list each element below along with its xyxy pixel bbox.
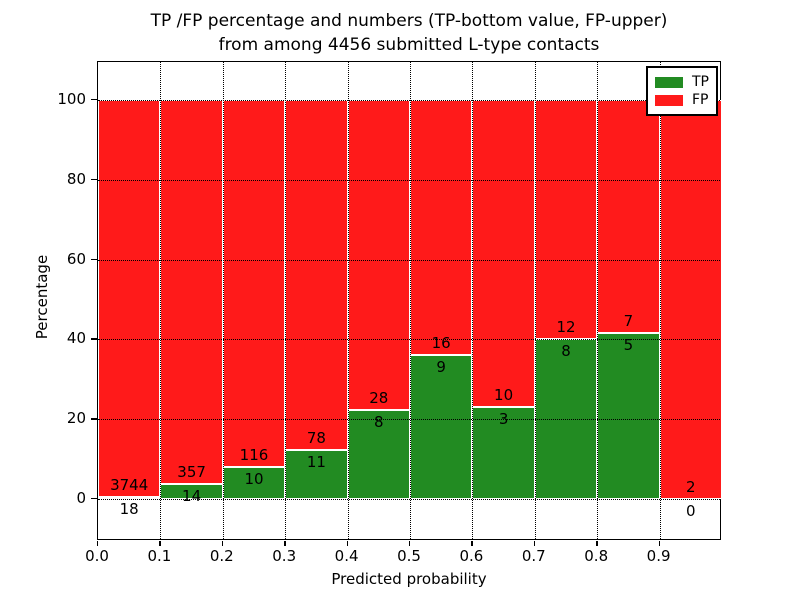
tp-count-label: 10 [244, 470, 264, 489]
x-gridline [472, 62, 474, 539]
tp-count-label: 11 [306, 452, 326, 471]
y-gridline [98, 179, 720, 181]
legend-label-fp: FP [692, 92, 709, 108]
legend: TP FP [646, 66, 718, 116]
bar-fp [472, 100, 535, 407]
bar-fp [285, 100, 348, 450]
chart-title-line-1: TP /FP percentage and numbers (TP-bottom… [150, 11, 668, 31]
bar-fp [347, 100, 410, 411]
y-tick-label: 20 [66, 409, 86, 428]
bar-fp [659, 100, 722, 499]
x-gridline [347, 62, 349, 539]
y-axis-label: Percentage [33, 254, 51, 340]
y-tick-label: 40 [66, 329, 86, 348]
x-tick [533, 541, 536, 546]
fp-count-label: 10 [494, 385, 514, 404]
x-gridline [160, 62, 162, 539]
x-tick-label: 0.1 [147, 547, 172, 565]
x-tick-label: 0.0 [85, 547, 109, 565]
x-tick [658, 541, 660, 546]
y-gridline [98, 259, 720, 261]
chart-title: TP /FP percentage and numbers (TP-bottom… [97, 9, 721, 57]
x-tick [284, 541, 286, 546]
bar-fp [160, 100, 223, 484]
x-tick [596, 541, 598, 546]
fp-count-label: 116 [239, 446, 269, 465]
bar-fp [98, 100, 161, 498]
legend-label-tp: TP [692, 74, 709, 90]
legend-item-tp: TP [655, 73, 709, 91]
fp-count-label: 3744 [110, 476, 149, 495]
x-gridline [534, 62, 536, 539]
fp-count-label: 357 [177, 462, 206, 481]
bar-tp [98, 497, 161, 500]
x-gridline [410, 62, 411, 539]
fp-count-label: 78 [306, 428, 326, 447]
x-tick-label: 0.9 [646, 547, 671, 565]
bar-tp [222, 467, 286, 499]
x-tick [346, 541, 348, 546]
x-tick-label: 0.2 [209, 547, 234, 565]
chart-title-line-2: from among 4456 submitted L-type contact… [218, 35, 600, 55]
y-tick [91, 178, 97, 181]
x-gridline [597, 62, 599, 539]
fp-count-label: 7 [623, 311, 634, 330]
tp-count-label: 3 [498, 409, 509, 428]
x-tick [97, 541, 99, 546]
y-tick [91, 418, 97, 420]
y-gridline [98, 339, 720, 341]
x-tick-label: 0.3 [272, 547, 297, 565]
bar-fp [597, 100, 660, 333]
plot-area: 3744 18 357 14 116 10 78 11 28 8 16 9 10 3 12 8 7 5 2 0 [97, 61, 722, 540]
bar-tp [285, 449, 348, 499]
tp-count-label: 8 [561, 342, 571, 361]
fp-color-swatch-icon [655, 94, 683, 106]
fp-count-label: 16 [431, 334, 451, 353]
y-gridline [98, 499, 720, 500]
y-tick-label: 0 [76, 489, 86, 507]
x-tick [471, 541, 473, 546]
x-tick-label: 0.7 [521, 547, 546, 565]
x-tick-label: 0.8 [584, 547, 609, 565]
x-tick [409, 541, 411, 546]
y-gridline [98, 100, 720, 101]
y-gridline [98, 419, 720, 421]
fp-count-label: 12 [556, 318, 576, 337]
x-tick [221, 541, 224, 546]
y-tick [91, 258, 97, 260]
x-axis-label: Predicted probability [331, 570, 487, 588]
tp-count-label: 5 [623, 335, 634, 354]
x-tick-label: 0.5 [397, 547, 421, 565]
tp-color-swatch-icon [655, 76, 683, 88]
x-gridline [222, 62, 224, 539]
bar-tp [597, 332, 660, 499]
tp-count-label: 18 [119, 500, 139, 519]
y-tick-label: 60 [66, 249, 86, 268]
x-gridline [285, 62, 287, 539]
tp-count-label: 0 [686, 502, 696, 520]
y-tick [91, 498, 97, 500]
tp-count-label: 9 [436, 358, 446, 377]
bar-tp [410, 355, 473, 499]
y-tick-label: 100 [57, 90, 86, 108]
bar-fp [534, 100, 598, 340]
legend-item-fp: FP [655, 91, 709, 109]
x-gridline [659, 62, 661, 539]
y-tick-label: 80 [66, 169, 86, 188]
x-tick-label: 0.6 [459, 547, 484, 565]
fp-count-label: 28 [369, 389, 389, 408]
x-tick [159, 541, 161, 546]
tp-count-label: 8 [374, 413, 384, 432]
bar-fp [222, 100, 286, 468]
bar-fp [410, 100, 473, 356]
y-tick [91, 99, 97, 101]
x-tick-label: 0.4 [334, 547, 359, 565]
tp-count-label: 14 [182, 486, 202, 505]
y-tick [91, 338, 97, 340]
fp-count-label: 2 [686, 478, 696, 496]
